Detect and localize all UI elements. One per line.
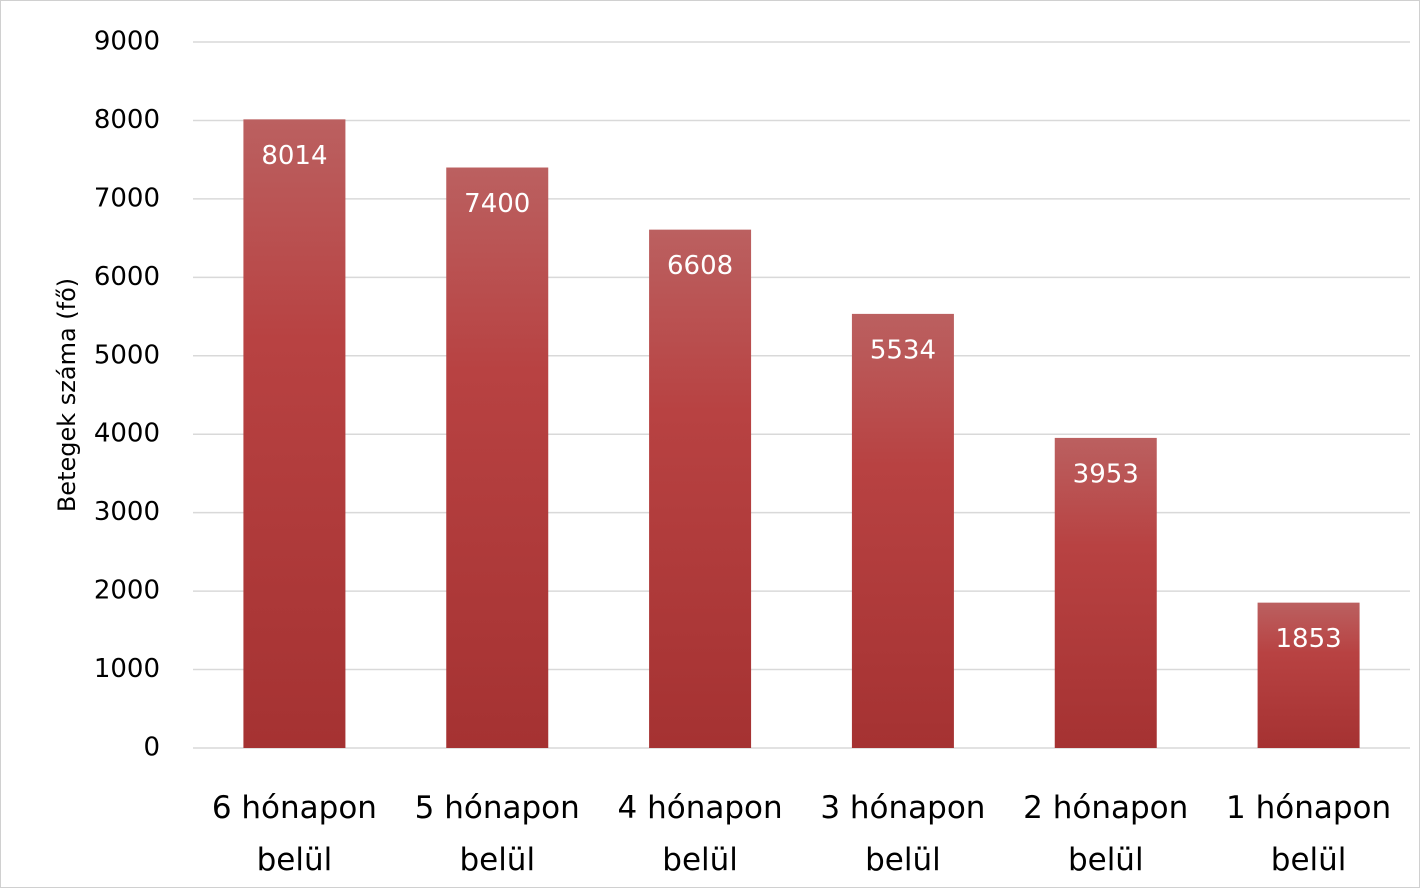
y-tick-label: 2000 xyxy=(94,576,160,606)
x-tick-label: 2 hónapon belül xyxy=(1023,790,1189,878)
y-tick-label: 3000 xyxy=(94,497,160,527)
y-tick-label: 8000 xyxy=(94,105,160,135)
x-tick-label: 6 hónapon belül xyxy=(211,790,377,878)
y-tick-label: 7000 xyxy=(94,183,160,213)
x-tick-label: 3 hónapon belül xyxy=(820,790,986,878)
bar xyxy=(446,167,549,748)
bar xyxy=(243,119,346,749)
y-tick-label: 0 xyxy=(143,733,160,763)
data-label: 6608 xyxy=(667,251,733,281)
data-label: 5534 xyxy=(870,335,936,365)
bar xyxy=(851,313,954,748)
x-tick-label: 1 hónapon belül xyxy=(1226,790,1392,878)
data-label: 8014 xyxy=(261,141,327,171)
y-tick-label: 5000 xyxy=(94,340,160,370)
y-tick-label: 1000 xyxy=(94,654,160,684)
bar xyxy=(1257,602,1360,748)
data-label: 3953 xyxy=(1073,459,1139,489)
data-label: 1853 xyxy=(1275,624,1341,654)
y-tick-label: 6000 xyxy=(94,262,160,292)
bar xyxy=(1054,437,1157,748)
data-label: 7400 xyxy=(464,189,530,219)
y-axis-label: Betegek száma (fő) xyxy=(53,278,81,512)
y-tick-label: 9000 xyxy=(94,27,160,57)
bar xyxy=(649,229,752,749)
x-tick-label: 4 hónapon belül xyxy=(617,790,783,878)
x-tick-label: 5 hónapon belül xyxy=(414,790,580,878)
y-tick-label: 4000 xyxy=(94,419,160,449)
